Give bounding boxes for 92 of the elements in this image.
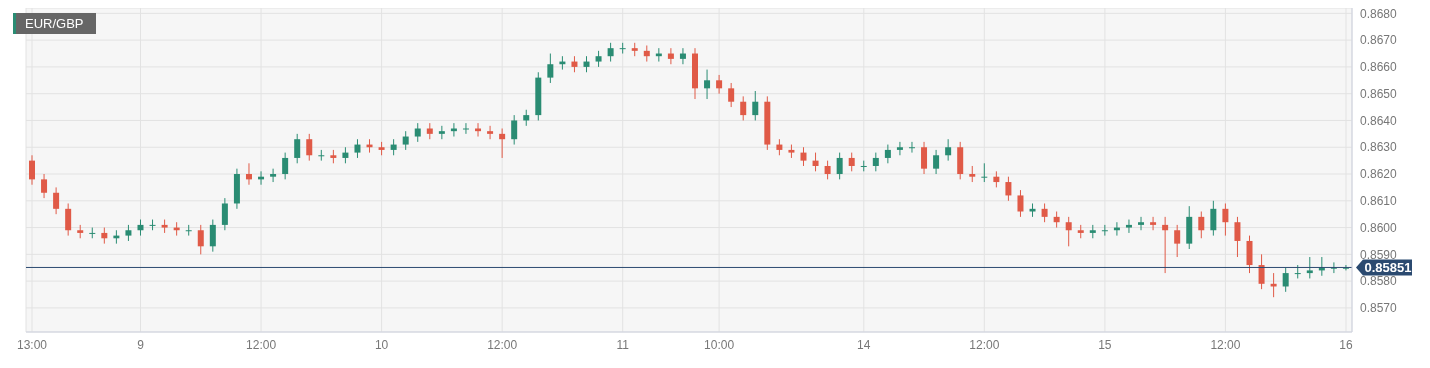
candlestick	[848, 152, 855, 172]
candlestick	[679, 47, 686, 65]
x-tick-label: 12:00	[1210, 337, 1241, 352]
candlestick	[728, 82, 735, 108]
candlestick	[245, 162, 252, 186]
candlestick	[740, 95, 747, 121]
y-tick-label: 0.8640	[1360, 113, 1398, 128]
candlestick	[1306, 256, 1313, 279]
candlestick	[619, 42, 626, 55]
candlestick	[53, 186, 60, 215]
candlestick	[1150, 216, 1157, 231]
candlestick	[824, 160, 831, 180]
candlestick	[1005, 176, 1012, 202]
x-tick-label: 13:00	[17, 337, 48, 352]
candlestick	[197, 224, 204, 255]
candlestick	[1174, 224, 1181, 258]
candlestick	[1234, 216, 1241, 258]
y-tick-label: 0.8650	[1360, 86, 1398, 101]
candlestick	[1017, 189, 1024, 218]
candlestick	[475, 122, 482, 138]
y-tick-label: 0.8580	[1360, 274, 1398, 289]
candlestick	[41, 173, 48, 199]
candlestick	[402, 130, 409, 151]
candlestick	[812, 152, 819, 172]
candlestick	[185, 224, 192, 237]
y-tick-label: 0.8680	[1360, 6, 1398, 21]
candlestick	[29, 154, 35, 186]
x-tick-label: 15	[1098, 337, 1112, 352]
candlestick	[450, 122, 457, 138]
candlestick	[1198, 211, 1205, 239]
x-tick-label: 10:00	[704, 337, 735, 352]
candlestick	[438, 125, 445, 140]
ref-line-label: 0.85851	[1364, 259, 1412, 275]
candlestick	[800, 146, 807, 167]
candlestick	[270, 168, 277, 183]
candlestick	[1210, 200, 1217, 237]
candlestick	[716, 74, 723, 95]
candlestick	[499, 128, 506, 159]
candlestick	[1330, 261, 1337, 274]
candlestick	[945, 138, 952, 162]
candlestick	[908, 141, 915, 154]
candlestick	[1282, 267, 1289, 293]
candlestick	[1065, 216, 1072, 247]
candlestick	[667, 47, 674, 65]
x-tick-label: 10	[374, 337, 389, 352]
candlestick	[836, 152, 843, 180]
candlestick	[282, 152, 289, 180]
x-tick-label: 9	[137, 337, 145, 352]
x-tick-label: 12:00	[969, 337, 1000, 352]
candlestick	[921, 141, 928, 175]
x-tick-label: 16	[1339, 337, 1353, 352]
candlestick	[1138, 216, 1145, 231]
candlestick	[462, 122, 469, 135]
candlestick	[65, 202, 72, 237]
x-tick-label: 11	[616, 337, 630, 352]
y-tick-label: 0.8670	[1360, 33, 1398, 48]
candlestick	[414, 122, 421, 143]
y-tick-label: 0.8610	[1360, 194, 1398, 209]
x-tick-label: 12:00	[487, 337, 518, 352]
candlestick	[896, 141, 903, 156]
candlestick	[1162, 216, 1169, 274]
candlestick	[209, 219, 216, 253]
y-tick-label: 0.8630	[1360, 140, 1398, 155]
candlestick	[981, 162, 988, 183]
candlestick	[704, 69, 711, 100]
y-tick-label: 0.8660	[1360, 60, 1398, 75]
candlestick	[884, 144, 891, 164]
y-tick-label: 0.8570	[1360, 301, 1398, 316]
y-tick-label: 0.8600	[1360, 220, 1398, 235]
candlestick	[487, 125, 494, 140]
candlestick	[1342, 264, 1349, 271]
x-tick-label: 12:00	[246, 337, 277, 352]
candlestick	[1041, 202, 1048, 223]
candlestick	[294, 133, 301, 164]
candlestick	[933, 149, 940, 175]
candlestick	[306, 133, 313, 162]
candlestick	[354, 138, 361, 159]
candlestick	[318, 149, 325, 162]
candlestick	[872, 152, 879, 172]
candlestick	[1125, 219, 1132, 234]
candlestick	[607, 42, 614, 63]
candlestick	[547, 53, 554, 84]
candlestick	[1258, 253, 1265, 290]
x-tick-label: 14	[857, 337, 871, 352]
candlestick	[752, 90, 759, 121]
candlestick	[1222, 202, 1229, 237]
y-tick-label: 0.8620	[1360, 167, 1398, 182]
text: EUR/GBP	[13, 13, 96, 34]
y-tick-label: 0.8590	[1360, 247, 1398, 262]
candlestick	[511, 114, 518, 146]
candlestick	[1101, 224, 1108, 237]
candlestick	[221, 197, 228, 231]
